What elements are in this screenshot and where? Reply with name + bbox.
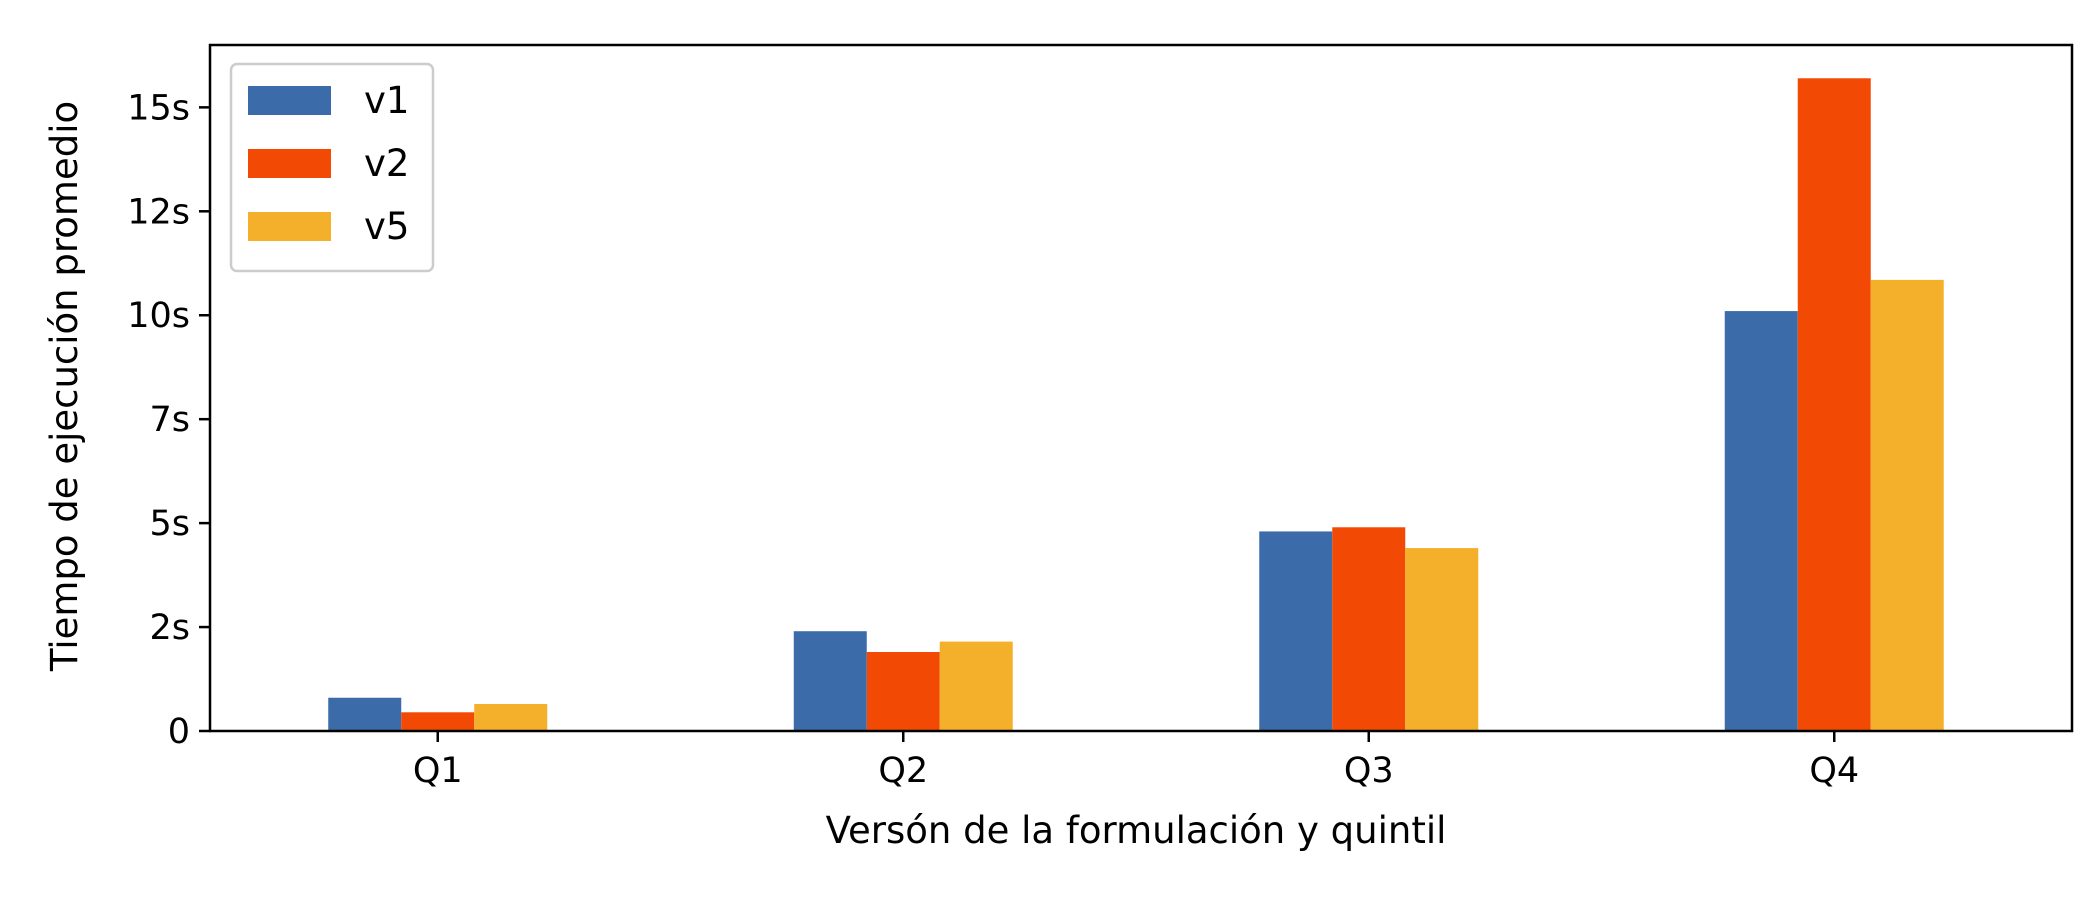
- y-tick-label: 2s: [149, 608, 190, 648]
- y-axis-label: Tiempo de ejecución promedio: [43, 101, 86, 672]
- y-tick-label: 0: [168, 712, 190, 752]
- y-tick-label: 15s: [127, 88, 190, 128]
- y-tick-label: 10s: [127, 296, 190, 336]
- bar-v1-Q2: [793, 631, 867, 731]
- legend-swatch-v5: [248, 212, 331, 241]
- y-tick-label: 7s: [149, 400, 190, 440]
- bar-v2-Q3: [1332, 527, 1406, 731]
- plot-frame: [208, 43, 2074, 733]
- bar-v2-Q1: [401, 712, 475, 731]
- bar-v5-Q3: [1405, 548, 1479, 731]
- bar-v1-Q4: [1724, 311, 1798, 731]
- x-axis-label: Versón de la formulación y quintil: [826, 809, 1447, 852]
- x-tick-label: Q3: [1344, 751, 1394, 791]
- legend-label-v1: v1: [364, 79, 409, 122]
- bar-v1-Q1: [328, 697, 402, 731]
- x-tick-label: Q1: [413, 751, 463, 791]
- bars-layer: [328, 78, 1944, 731]
- legend-swatch-v2: [248, 149, 331, 178]
- bar-v5-Q1: [474, 703, 548, 731]
- legend: v1 v2 v5: [229, 62, 435, 273]
- bar-v1-Q3: [1259, 531, 1333, 731]
- legend-label-v5: v5: [364, 205, 409, 248]
- bar-v2-Q2: [866, 652, 940, 731]
- y-tick-label: 5s: [149, 504, 190, 544]
- x-tick-label: Q4: [1809, 751, 1859, 791]
- legend-swatch-v1: [248, 86, 331, 115]
- y-tick-label: 12s: [127, 192, 190, 232]
- axes-layer: 0 2s 5s 7s 10s 12s 15s Q1 Q2 Q3 Q4: [127, 43, 2074, 791]
- bar-v2-Q4: [1797, 78, 1871, 731]
- x-tick-label: Q2: [878, 751, 928, 791]
- bar-v5-Q2: [939, 641, 1013, 731]
- legend-label-v2: v2: [364, 142, 409, 185]
- bar-v5-Q4: [1870, 279, 1944, 731]
